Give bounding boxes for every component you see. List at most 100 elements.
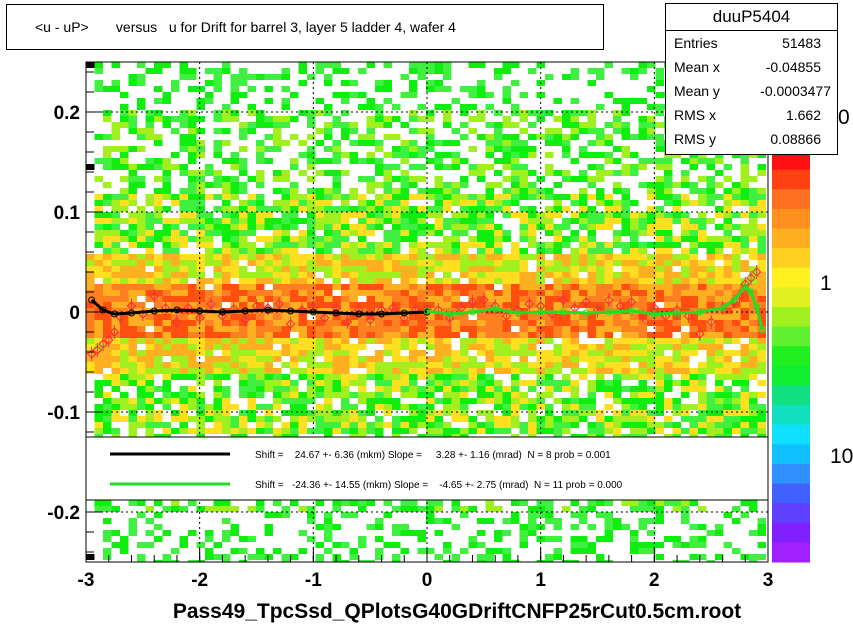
heatmap-cell (511, 158, 520, 164)
heatmap-cell (392, 398, 401, 404)
heatmap-cell (443, 392, 452, 398)
heatmap-cell (103, 110, 112, 116)
heatmap-cell (511, 110, 520, 116)
heatmap-cell (468, 194, 477, 200)
heatmap-cell (494, 422, 503, 428)
fit-point (287, 307, 295, 315)
profile-point (149, 291, 160, 301)
heatmap-cell (324, 74, 333, 80)
heatmap-cell (485, 248, 494, 254)
heatmap-cell (706, 368, 715, 374)
heatmap-cell (137, 374, 146, 380)
heatmap-cell (400, 404, 409, 410)
heatmap-cell (273, 140, 282, 146)
heatmap-cell (392, 134, 401, 140)
heatmap-cell (426, 518, 435, 524)
heatmap-cell (511, 560, 520, 562)
heatmap-cell (477, 260, 486, 266)
heatmap-cell (672, 200, 681, 206)
heatmap-cell (315, 368, 324, 374)
heatmap-cell (511, 422, 520, 428)
heatmap-cell (213, 116, 222, 122)
heatmap-cell (732, 518, 741, 524)
heatmap-cell (205, 338, 214, 344)
heatmap-cell (205, 368, 214, 374)
heatmap-cell (732, 242, 741, 248)
heatmap-cell (485, 230, 494, 236)
heatmap-cell (460, 218, 469, 224)
heatmap-cell (715, 554, 724, 560)
heatmap-cell (179, 290, 188, 296)
heatmap-cell (281, 68, 290, 74)
heatmap-cell (426, 422, 435, 428)
heatmap-cell (315, 242, 324, 248)
heatmap-cell (86, 284, 95, 290)
heatmap-cell (188, 158, 197, 164)
heatmap-cell (689, 542, 698, 548)
heatmap-cell (587, 380, 596, 386)
heatmap-cell (366, 218, 375, 224)
heatmap-cell (366, 326, 375, 332)
heatmap-cell (451, 332, 460, 338)
heatmap-cell (179, 242, 188, 248)
heatmap-cell (545, 404, 554, 410)
heatmap-cell (256, 200, 265, 206)
heatmap-cell (579, 374, 588, 380)
heatmap-cell (740, 296, 749, 302)
heatmap-cell (341, 248, 350, 254)
heatmap-cell (681, 224, 690, 230)
heatmap-cell (94, 422, 103, 428)
heatmap-cell (400, 386, 409, 392)
heatmap-cell (655, 350, 664, 356)
heatmap-cell (247, 212, 256, 218)
heatmap-cell (460, 326, 469, 332)
heatmap-cell (443, 272, 452, 278)
heatmap-cell (86, 356, 95, 362)
heatmap-cell (417, 188, 426, 194)
heatmap-cell (553, 266, 562, 272)
heatmap-cell (196, 350, 205, 356)
heatmap-cell (519, 320, 528, 326)
heatmap-cell (417, 548, 426, 554)
heatmap-cell (196, 290, 205, 296)
heatmap-cell (205, 416, 214, 422)
heatmap-cell (587, 68, 596, 74)
heatmap-cell (341, 314, 350, 320)
heatmap-cell (689, 368, 698, 374)
heatmap-cell (519, 296, 528, 302)
heatmap-cell (239, 350, 248, 356)
heatmap-cell (587, 542, 596, 548)
heatmap-cell (128, 212, 137, 218)
heatmap-cell (366, 230, 375, 236)
heatmap-cell (638, 362, 647, 368)
heatmap-cell (264, 290, 273, 296)
heatmap-cell (613, 326, 622, 332)
heatmap-cell (162, 368, 171, 374)
heatmap-cell (222, 236, 231, 242)
heatmap-cell (349, 188, 358, 194)
heatmap-cell (715, 416, 724, 422)
heatmap-cell (647, 428, 656, 434)
heatmap-cell (375, 158, 384, 164)
heatmap-cell (715, 410, 724, 416)
fit-point (753, 303, 761, 311)
heatmap-cell (349, 404, 358, 410)
heatmap-cell (315, 302, 324, 308)
heatmap-cell (723, 374, 732, 380)
heatmap-cell (443, 188, 452, 194)
heatmap-cell (273, 248, 282, 254)
heatmap-cell (664, 236, 673, 242)
heatmap-cell (477, 212, 486, 218)
chart-title: <u - uP> versus u for Drift for barrel 3… (35, 19, 456, 35)
heatmap-cell (681, 158, 690, 164)
heatmap-cell (545, 248, 554, 254)
heatmap-cell (638, 326, 647, 332)
heatmap-cell (434, 230, 443, 236)
heatmap-cell (222, 158, 231, 164)
heatmap-cell (732, 260, 741, 266)
heatmap-cell (332, 122, 341, 128)
heatmap-cell (392, 272, 401, 278)
heatmap-cell (647, 62, 656, 68)
colorbar-segment (772, 326, 810, 347)
heatmap-cell (290, 218, 299, 224)
